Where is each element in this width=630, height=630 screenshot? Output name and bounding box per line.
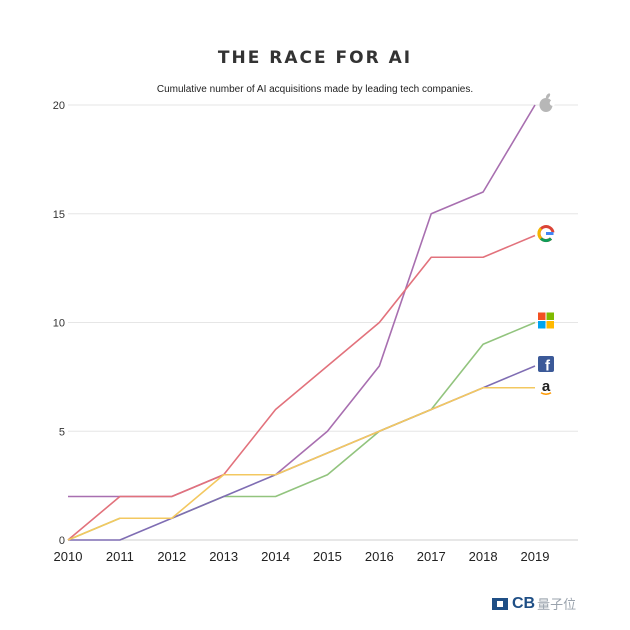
chart-title: THE RACE FOR AI <box>217 48 413 68</box>
amazon-letter: a <box>542 378 551 395</box>
fb-letter: f <box>545 358 551 375</box>
apple-logo-icon <box>539 93 556 112</box>
y-tick-label: 5 <box>59 426 65 438</box>
x-tick-label: 2010 <box>54 549 83 564</box>
x-tick-label: 2015 <box>313 549 342 564</box>
apple-body <box>539 98 553 112</box>
apple-bite <box>549 100 556 106</box>
apple-leaf <box>545 93 551 99</box>
ms-blue <box>538 321 546 329</box>
google-arc-green <box>539 237 553 243</box>
google-arc-yellow <box>537 227 543 240</box>
source-brand: CB <box>512 594 536 612</box>
google-logo-icon <box>537 225 555 243</box>
y-tick-label: 20 <box>53 100 65 112</box>
watermark-text: 量子位 <box>537 597 577 612</box>
series-lines <box>67 104 536 541</box>
fb-square <box>538 356 554 372</box>
x-tick-label: 2017 <box>417 549 446 564</box>
x-tick-label: 2016 <box>365 549 394 564</box>
chart-subtitle: Cumulative number of AI acquisitions mad… <box>156 84 474 95</box>
y-tick-label: 10 <box>53 318 65 330</box>
y-tick-label: 15 <box>53 209 65 221</box>
ms-yellow <box>546 321 554 329</box>
x-tick-label: 2012 <box>157 549 186 564</box>
y-axis-ticks: 0 5 10 15 20 <box>53 100 65 547</box>
source-logo: CB 量子位 <box>492 594 576 613</box>
grid-lines <box>68 104 578 541</box>
x-tick-label: 2013 <box>209 549 238 564</box>
amazon-logo-icon: a <box>540 378 552 396</box>
facebook-logo-icon: f <box>538 356 554 375</box>
series-line-apple <box>68 104 536 498</box>
x-tick-label: 2019 <box>521 549 550 564</box>
ms-red <box>538 312 546 320</box>
ms-green <box>546 312 554 320</box>
x-tick-label: 2011 <box>106 549 134 564</box>
y-tick-label: 0 <box>59 535 65 547</box>
series-line-amazon <box>67 386 535 541</box>
amazon-smile <box>540 392 552 396</box>
series-line-google <box>67 234 536 541</box>
microsoft-logo-icon <box>538 312 554 329</box>
x-tick-label: 2018 <box>469 549 498 564</box>
series-logos: fa <box>537 93 556 396</box>
x-tick-label: 2014 <box>261 549 290 564</box>
google-bar <box>546 232 554 235</box>
cb-insights-icon <box>492 597 508 610</box>
x-axis-ticks: 2010 2011 2012 2013 2014 2015 2016 2017 2018 2019 <box>54 549 550 564</box>
